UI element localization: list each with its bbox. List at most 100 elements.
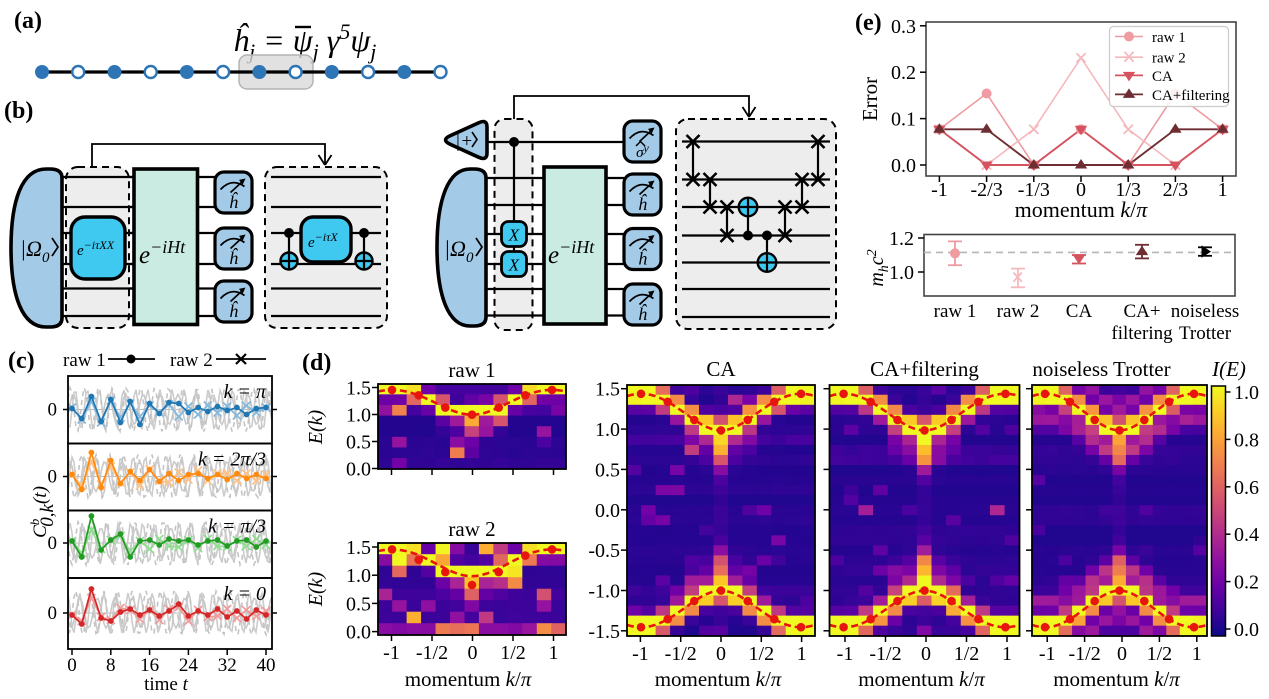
svg-text:0.5: 0.5	[595, 459, 620, 481]
svg-text:raw 2: raw 2	[1152, 51, 1186, 67]
svg-text:ĥ: ĥ	[229, 247, 239, 268]
svg-text:0: 0	[48, 467, 58, 488]
svg-text:-1.5: -1.5	[588, 621, 620, 643]
svg-text:24: 24	[179, 655, 199, 676]
svg-text:noiseless: noiseless	[1171, 301, 1240, 322]
svg-text:1/2: 1/2	[954, 643, 980, 665]
svg-text:CA+filtering: CA+filtering	[1152, 88, 1230, 104]
svg-text:0.0: 0.0	[346, 622, 371, 644]
svg-text:-2/3: -2/3	[970, 179, 1002, 201]
svg-text:ĥ: ĥ	[638, 303, 648, 324]
svg-text:0.0: 0.0	[1234, 619, 1259, 641]
svg-text:0.2: 0.2	[1234, 572, 1259, 594]
svg-text:CA: CA	[1152, 69, 1173, 85]
svg-text:ĥ: ĥ	[638, 193, 648, 214]
svg-text:raw 2: raw 2	[448, 517, 495, 541]
svg-text:0: 0	[67, 655, 77, 676]
svg-text:0.1: 0.1	[891, 109, 916, 131]
svg-text:(d): (d)	[302, 350, 331, 376]
svg-text:CA+: CA+	[1123, 301, 1160, 322]
svg-text:raw 1: raw 1	[1152, 30, 1186, 46]
svg-text:raw 1: raw 1	[448, 358, 495, 382]
svg-text:1.0: 1.0	[346, 565, 371, 587]
svg-text:Trotter: Trotter	[1179, 323, 1232, 344]
svg-text:1.5: 1.5	[346, 537, 371, 559]
svg-text:0.6: 0.6	[1234, 477, 1259, 499]
svg-text:momentum k/π: momentum k/π	[858, 667, 985, 691]
svg-text:(a): (a)	[14, 8, 42, 34]
svg-text:0: 0	[1076, 179, 1086, 201]
svg-text:1/2: 1/2	[500, 642, 526, 664]
svg-text:1.0: 1.0	[346, 405, 371, 427]
svg-text:1.5: 1.5	[595, 379, 620, 401]
svg-text:1: 1	[1218, 179, 1228, 201]
svg-text:0: 0	[921, 643, 931, 665]
svg-text:0.5: 0.5	[346, 432, 371, 454]
svg-text:CA+filtering: CA+filtering	[870, 357, 979, 381]
svg-text:0: 0	[716, 643, 726, 665]
svg-text:-1/2: -1/2	[665, 643, 697, 665]
svg-text:raw 2: raw 2	[170, 350, 213, 371]
svg-text:(e): (e)	[855, 10, 882, 36]
svg-text:momentum k/π: momentum k/π	[1053, 667, 1180, 691]
svg-text:40: 40	[257, 655, 276, 676]
svg-text:filtering: filtering	[1111, 323, 1173, 344]
svg-text:0.4: 0.4	[1234, 524, 1259, 546]
svg-text:-1/2: -1/2	[1068, 643, 1100, 665]
svg-text:16: 16	[140, 655, 159, 676]
svg-text:-0.5: -0.5	[588, 540, 620, 562]
svg-text:1/2: 1/2	[1147, 643, 1173, 665]
svg-text:(b): (b)	[4, 98, 33, 124]
svg-text:-1/2: -1/2	[416, 642, 448, 664]
svg-text:noiseless Trotter: noiseless Trotter	[1032, 357, 1170, 381]
svg-text:k = 2π/3: k = 2π/3	[198, 449, 266, 471]
svg-text:-1: -1	[837, 643, 854, 665]
svg-text:1: 1	[549, 642, 559, 664]
svg-text:0.0: 0.0	[595, 500, 620, 522]
svg-text:-1/3: -1/3	[1018, 179, 1050, 201]
svg-text:1.0: 1.0	[889, 262, 914, 284]
svg-text:momentum k/π: momentum k/π	[655, 667, 782, 691]
svg-text:raw 1: raw 1	[63, 350, 106, 371]
svg-text:1.0: 1.0	[595, 419, 620, 441]
svg-text:-1: -1	[383, 642, 400, 664]
svg-text:ĥ: ĥ	[638, 248, 648, 269]
svg-text:ĥ: ĥ	[229, 191, 239, 212]
svg-text:1: 1	[797, 643, 807, 665]
svg-text:raw 1: raw 1	[934, 301, 977, 322]
svg-text:0.0: 0.0	[891, 155, 916, 177]
svg-text:raw 2: raw 2	[997, 301, 1040, 322]
svg-text:0: 0	[48, 400, 58, 421]
svg-text:E(k): E(k)	[305, 571, 327, 607]
svg-text:-1: -1	[931, 179, 948, 201]
svg-text:ĥ: ĥ	[229, 300, 239, 321]
svg-text:CA: CA	[1066, 301, 1093, 322]
svg-text:momentum k/π: momentum k/π	[1015, 197, 1149, 222]
svg-text:E(k): E(k)	[305, 409, 327, 445]
svg-text:X: X	[508, 226, 520, 245]
svg-text:1/2: 1/2	[749, 643, 775, 665]
svg-text:0.8: 0.8	[1234, 429, 1259, 451]
svg-text:0.2: 0.2	[891, 62, 916, 84]
svg-text:-1/2: -1/2	[869, 643, 901, 665]
svg-text:Error: Error	[858, 77, 882, 121]
svg-text:1: 1	[1192, 643, 1202, 665]
svg-text:-1.0: -1.0	[588, 581, 620, 603]
svg-text:0: 0	[48, 603, 58, 624]
svg-text:time t: time t	[144, 674, 189, 694]
svg-text:-1: -1	[632, 643, 649, 665]
svg-text:2/3: 2/3	[1163, 179, 1189, 201]
svg-text:1: 1	[1002, 643, 1012, 665]
svg-text:1.5: 1.5	[346, 378, 371, 400]
svg-text:0: 0	[1117, 643, 1127, 665]
svg-text:k = π/3: k = π/3	[208, 516, 266, 538]
svg-text:0.5: 0.5	[346, 593, 371, 615]
svg-text:0.3: 0.3	[891, 16, 916, 38]
svg-text:1/3: 1/3	[1115, 179, 1141, 201]
svg-text:0.0: 0.0	[346, 459, 371, 481]
svg-text:1.2: 1.2	[889, 228, 914, 250]
svg-text:8: 8	[106, 655, 116, 676]
svg-text:CA: CA	[706, 357, 736, 381]
svg-text:I(E): I(E)	[1211, 357, 1246, 381]
svg-text:momentum k/π: momentum k/π	[405, 667, 532, 691]
